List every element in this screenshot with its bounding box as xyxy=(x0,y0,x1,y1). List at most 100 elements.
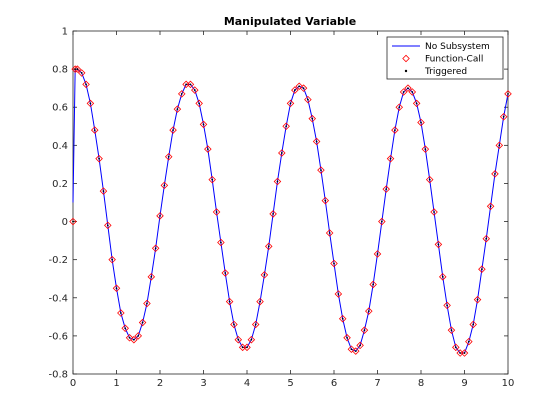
legend-item: Triggered xyxy=(404,67,467,77)
legend-swatch-dot xyxy=(404,69,408,73)
legend-label: No Subsystem xyxy=(425,42,490,52)
y-tick-label: 0.8 xyxy=(52,65,68,76)
function-call-point xyxy=(151,244,160,252)
triggered-point xyxy=(93,129,96,131)
function-call-point xyxy=(99,187,108,195)
function-call-point xyxy=(208,175,216,184)
triggered-point xyxy=(311,117,314,120)
triggered-point xyxy=(228,300,231,303)
function-call-point xyxy=(308,114,317,123)
function-call-point xyxy=(147,273,156,281)
triggered-point xyxy=(433,211,435,213)
chart-title: Manipulated Variable xyxy=(224,15,356,28)
function-call-point xyxy=(391,126,399,134)
axis-ticks: 0 1 2 3 4 5 6 7 8 9 10 -0.8 -0.6 -0.4 -0.2 0 0.2 0.4 0.6 0.… xyxy=(48,27,514,390)
function-call-point xyxy=(356,341,364,350)
triggered-point xyxy=(133,338,135,341)
triggered-point xyxy=(220,241,222,244)
function-call-point xyxy=(447,326,456,334)
function-call-point xyxy=(204,145,212,153)
triggered-point xyxy=(472,323,475,326)
function-call-point xyxy=(438,273,447,281)
triggered-point xyxy=(124,327,127,330)
triggered-point xyxy=(485,237,488,240)
function-call-point xyxy=(286,99,295,108)
triggered-point xyxy=(102,190,105,192)
triggered-point xyxy=(259,300,261,303)
triggered-point xyxy=(298,85,301,88)
function-call-point xyxy=(95,154,103,163)
triggered-point xyxy=(141,321,144,324)
triggered-point xyxy=(489,205,492,208)
function-call-point xyxy=(90,126,99,134)
function-call-point xyxy=(86,99,95,108)
function-call-point xyxy=(256,297,264,306)
function-call-point xyxy=(247,335,256,344)
function-call-point xyxy=(264,242,273,251)
legend-item: Function-Call xyxy=(402,55,483,65)
function-call-point xyxy=(399,88,408,96)
function-call-point xyxy=(134,332,143,340)
function-call-point xyxy=(217,238,225,247)
triggered-point xyxy=(167,155,170,158)
y-tick-label: 0.2 xyxy=(52,179,68,190)
triggered-point xyxy=(407,87,409,90)
plot-area xyxy=(72,30,509,375)
triggered-point xyxy=(202,123,205,126)
triggered-point xyxy=(337,293,340,295)
function-call-point xyxy=(234,335,243,344)
triggered-point xyxy=(146,302,148,305)
function-call-point xyxy=(452,343,460,352)
function-call-point xyxy=(478,265,486,273)
triggered-point xyxy=(106,224,109,227)
function-call-point xyxy=(251,320,260,329)
x-tick-label: 10 xyxy=(502,378,515,389)
triggered-point xyxy=(272,213,274,215)
triggered-point xyxy=(163,184,166,187)
x-tick-label: 2 xyxy=(157,378,163,389)
triggered-point xyxy=(198,102,201,105)
function-call-point xyxy=(334,290,343,298)
function-call-point xyxy=(421,145,430,153)
triggered-point xyxy=(507,92,509,95)
function-call-point xyxy=(230,320,238,329)
triggered-point xyxy=(206,148,209,151)
triggered-point xyxy=(285,125,288,128)
triggered-point xyxy=(459,352,462,354)
x-tick-label: 6 xyxy=(331,378,337,389)
triggered-point xyxy=(467,340,470,343)
function-call-point xyxy=(408,88,417,96)
triggered-point xyxy=(154,247,157,250)
legend-label: Triggered xyxy=(424,67,467,77)
x-tick-label: 4 xyxy=(244,378,250,389)
function-call-point xyxy=(373,250,382,258)
triggered-point xyxy=(346,336,348,339)
y-tick-label: 0.4 xyxy=(52,141,68,152)
triggered-point xyxy=(115,287,118,290)
triggered-point xyxy=(119,312,122,314)
function-call-point xyxy=(417,118,425,127)
triggered-point xyxy=(159,214,161,217)
triggered-point xyxy=(224,272,227,274)
triggered-point xyxy=(89,102,92,105)
function-call-point xyxy=(482,234,491,243)
y-tick-label: -0.6 xyxy=(48,331,68,342)
function-call-point xyxy=(360,326,369,334)
function-call-point xyxy=(186,80,195,89)
triggered-point xyxy=(233,323,235,326)
triggered-point xyxy=(80,72,83,74)
y-tick-label: 0.6 xyxy=(52,103,68,114)
triggered-point xyxy=(376,253,379,255)
x-tick-label: 7 xyxy=(374,378,380,389)
triggered-point xyxy=(341,317,344,320)
function-call-point xyxy=(460,349,469,357)
triggered-point xyxy=(185,83,188,86)
function-call-point xyxy=(434,240,443,249)
triggered-point xyxy=(389,157,392,160)
function-call-point xyxy=(491,170,499,178)
function-call-point xyxy=(365,307,373,315)
series-triggered xyxy=(72,68,509,354)
triggered-point xyxy=(363,329,366,332)
y-tick-label: -0.4 xyxy=(48,293,68,304)
